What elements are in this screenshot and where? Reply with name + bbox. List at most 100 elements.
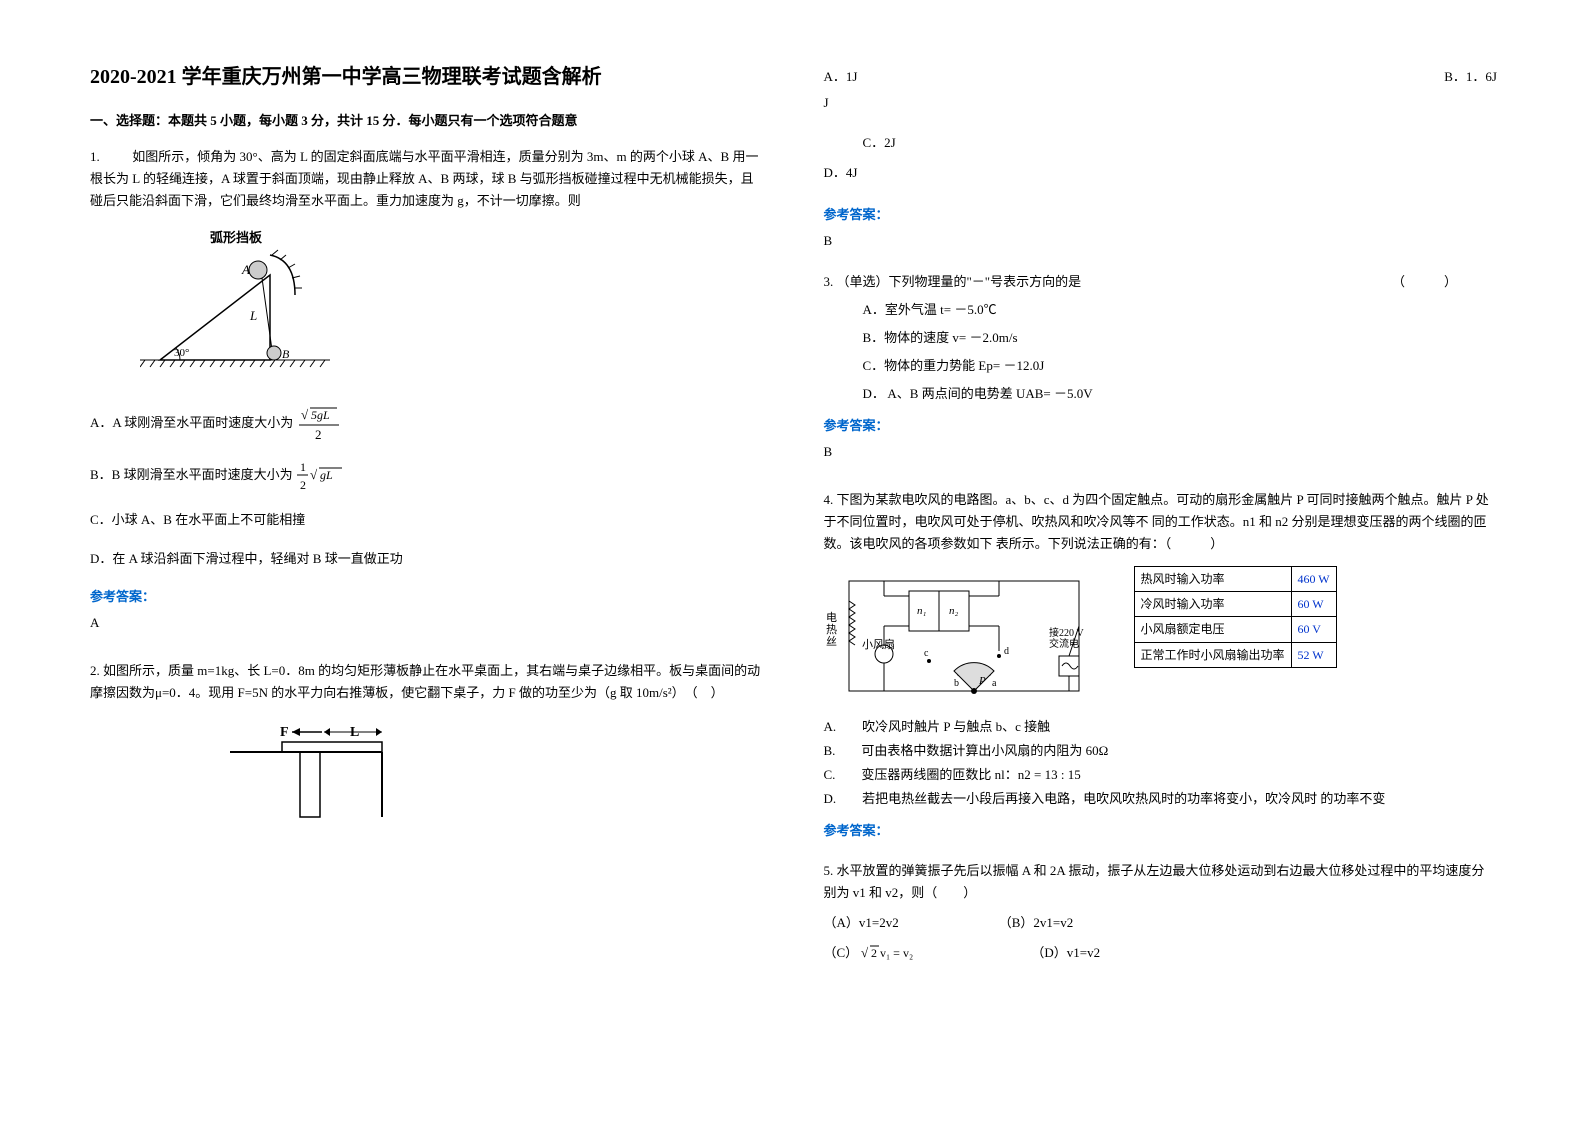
q4-options: A. 吹冷风时触片 P 与触点 b、c 接触 B. 可由表格中数据计算出小风扇的… <box>824 716 1498 810</box>
q1-text: 1. 如图所示，倾角为 30°、高为 L 的固定斜面底端与水平面平滑相连，质量分… <box>90 146 764 212</box>
q2-answer-label: 参考答案： <box>824 204 1498 226</box>
q2-answer: B <box>824 230 1498 252</box>
svg-text:√: √ <box>301 407 309 422</box>
question-2: 2. 如图所示，质量 m=1kg、长 L=0．8m 的均匀矩形薄板静止在水平桌面… <box>90 660 764 847</box>
svg-text:F: F <box>280 725 289 740</box>
q3-optC: C．物体的重力势能 Ep= －12.0J <box>863 355 1498 377</box>
q1-body: 如图所示，倾角为 30°、高为 L 的固定斜面底端与水平面平滑相连，质量分别为 … <box>90 149 758 208</box>
ac-label-1: 接220 V <box>1049 626 1085 639</box>
q1-optB: B．B 球刚滑至水平面时速度大小为 1 2 √ gL <box>90 459 764 493</box>
q5-optC: （C） √ 2 v₁ = v₂ <box>824 942 932 966</box>
q3-number: 3. <box>824 274 834 289</box>
right-column: A．1J B．1．6J J C．2J D．4J 参考答案： B 3. （单选）下… <box>824 60 1498 1062</box>
q5-text: 5. 水平放置的弹簧振子先后以振幅 A 和 2A 振动，振子从左边最大位移处运动… <box>824 860 1498 904</box>
q1-figure: 弧形挡板 30° A L <box>140 230 764 387</box>
page-title: 2020-2021 学年重庆万州第一中学高三物理联考试题含解析 <box>90 60 764 94</box>
q2-text: 2. 如图所示，质量 m=1kg、长 L=0．8m 的均匀矩形薄板静止在水平桌面… <box>90 660 764 704</box>
formula-half-sqrtgl: 1 2 √ gL <box>296 459 346 493</box>
section-heading: 一、选择题：本题共 5 小题，每小题 3 分，共计 15 分．每小题只有一个选项… <box>90 110 764 132</box>
q5-options-row2: （C） √ 2 v₁ = v₂ （D）v1=v2 <box>824 942 1498 966</box>
table-row: 热风时输入功率460 W <box>1134 566 1336 591</box>
q5-number: 5. <box>824 863 834 878</box>
q3-optD: D． A、B 两点间的电势差 UAB= －5.0V <box>863 383 1498 405</box>
q1-answer-label: 参考答案： <box>90 586 764 608</box>
cell: 60 V <box>1291 617 1336 642</box>
question-4: 4. 下图为某款电吹风的电路图。a、b、c、d 为四个固定触点。可动的扇形金属触… <box>824 489 1498 846</box>
formula-sqrt5gl-over-2: √ 5gL 2 <box>297 405 341 443</box>
svg-text:√: √ <box>310 467 318 482</box>
q2-optA: A．1J <box>824 66 858 88</box>
q2-figure: F L <box>230 722 764 829</box>
q3-optA: A．室外气温 t= －5.0℃ <box>863 299 1498 321</box>
q4-optD: D. 若把电热丝截去一小段后再接入电路，电吹风吹热风时的功率将变小，吹冷风时 的… <box>824 788 1498 810</box>
q4-optB: B. 可由表格中数据计算出小风扇的内阻为 60Ω <box>824 740 1498 762</box>
svg-text:n₂: n₂ <box>949 605 959 617</box>
q2-optD: D．4J <box>824 162 1498 184</box>
q1-options: A．A 球刚滑至水平面时速度大小为 √ 5gL 2 B．B 球刚滑至水平面时速度… <box>90 405 764 569</box>
svg-text:n₁: n₁ <box>917 605 927 617</box>
cell: 正常工作时小风扇输出功率 <box>1134 642 1291 667</box>
cell: 小风扇额定电压 <box>1134 617 1291 642</box>
q2-optB: B．1．6J <box>1444 66 1497 88</box>
arc-label: 弧形挡板 <box>210 230 263 245</box>
svg-text:c: c <box>924 648 929 659</box>
question-5: 5. 水平放置的弹簧振子先后以振幅 A 和 2A 振动，振子从左边最大位移处运动… <box>824 860 1498 974</box>
q3-optB: B．物体的速度 v= －2.0m/s <box>863 327 1498 349</box>
svg-text:丝: 丝 <box>826 635 837 648</box>
svg-text:1: 1 <box>300 460 306 474</box>
q3-paren: （ ） <box>1392 271 1457 293</box>
q4-body: 下图为某款电吹风的电路图。a、b、c、d 为四个固定触点。可动的扇形金属触片 P… <box>824 492 1489 551</box>
svg-text:热: 热 <box>826 623 837 636</box>
svg-text:B: B <box>282 347 290 361</box>
left-column: 2020-2021 学年重庆万州第一中学高三物理联考试题含解析 一、选择题：本题… <box>90 60 764 1062</box>
q4-text: 4. 下图为某款电吹风的电路图。a、b、c、d 为四个固定触点。可动的扇形金属触… <box>824 489 1498 555</box>
q2-body: 如图所示，质量 m=1kg、长 L=0．8m 的均匀矩形薄板静止在水平桌面上，其… <box>90 663 760 700</box>
q4-number: 4. <box>824 492 834 507</box>
q5-options-row1: （A）v1=2v2 （B）2v1=v2 <box>824 912 1498 934</box>
q5-optB: （B）2v1=v2 <box>999 912 1074 934</box>
q3-answer: B <box>824 441 1498 463</box>
q3-body: （单选）下列物理量的"－"号表示方向的是 <box>837 274 1082 289</box>
svg-text:a: a <box>992 678 997 689</box>
q4-circuit: 电 热 丝 n₁ n₂ 小风扇 <box>824 566 1104 706</box>
svg-text:√: √ <box>861 945 869 960</box>
q1-optA: A．A 球刚滑至水平面时速度大小为 √ 5gL 2 <box>90 405 764 443</box>
q1-answer: A <box>90 612 764 634</box>
cell: 60 W <box>1291 591 1336 616</box>
q1-number: 1. <box>90 149 100 164</box>
q1-optC: C．小球 A、B 在水平面上不可能相撞 <box>90 509 764 531</box>
svg-text:5gL: 5gL <box>311 408 330 422</box>
q1-optD: D．在 A 球沿斜面下滑过程中，轻绳对 B 球一直做正功 <box>90 548 764 570</box>
q3-answer-label: 参考答案： <box>824 415 1498 437</box>
svg-text:2: 2 <box>871 946 877 960</box>
svg-text:L: L <box>249 308 257 323</box>
q4-table: 热风时输入功率460 W 冷风时输入功率60 W 小风扇额定电压60 V 正常工… <box>1134 566 1337 669</box>
q3-text: 3. （单选）下列物理量的"－"号表示方向的是 （ ） <box>824 271 1498 293</box>
q2-number: 2. <box>90 663 100 678</box>
cell: 热风时输入功率 <box>1134 566 1291 591</box>
q5-optD: （D）v1=v2 <box>1031 942 1100 966</box>
cell: 冷风时输入功率 <box>1134 591 1291 616</box>
question-1: 1. 如图所示，倾角为 30°、高为 L 的固定斜面底端与水平面平滑相连，质量分… <box>90 146 764 646</box>
svg-text:gL: gL <box>320 468 333 482</box>
cell: 460 W <box>1291 566 1336 591</box>
q2-optC: C．2J <box>863 132 1498 154</box>
heater-label: 电 <box>826 611 837 624</box>
table-row: 小风扇额定电压60 V <box>1134 617 1336 642</box>
table-row: 冷风时输入功率60 W <box>1134 591 1336 616</box>
q2-optB-cont: J <box>824 92 1498 114</box>
q5-optA: （A）v1=2v2 <box>824 912 899 934</box>
q5-body: 水平放置的弹簧振子先后以振幅 A 和 2A 振动，振子从左边最大位移处运动到右边… <box>824 863 1485 900</box>
q4-figure-row: 电 热 丝 n₁ n₂ 小风扇 <box>824 566 1498 706</box>
q4-optA: A. 吹冷风时触片 P 与触点 b、c 接触 <box>824 716 1498 738</box>
svg-text:2: 2 <box>315 427 322 442</box>
formula-sqrt2v1: √ 2 v₁ = v₂ <box>861 943 931 966</box>
table-row: 正常工作时小风扇输出功率52 W <box>1134 642 1336 667</box>
question-3: 3. （单选）下列物理量的"－"号表示方向的是 （ ） A．室外气温 t= －5… <box>824 271 1498 476</box>
q4-optC: C. 变压器两线圈的匝数比 nl：n2 = 13 : 15 <box>824 764 1498 786</box>
svg-text:b: b <box>954 678 959 689</box>
q2-options: A．1J B．1．6J J C．2J D．4J <box>824 66 1498 184</box>
q4-answer-label: 参考答案： <box>824 820 1498 842</box>
cell: 52 W <box>1291 642 1336 667</box>
svg-text:2: 2 <box>300 478 306 492</box>
